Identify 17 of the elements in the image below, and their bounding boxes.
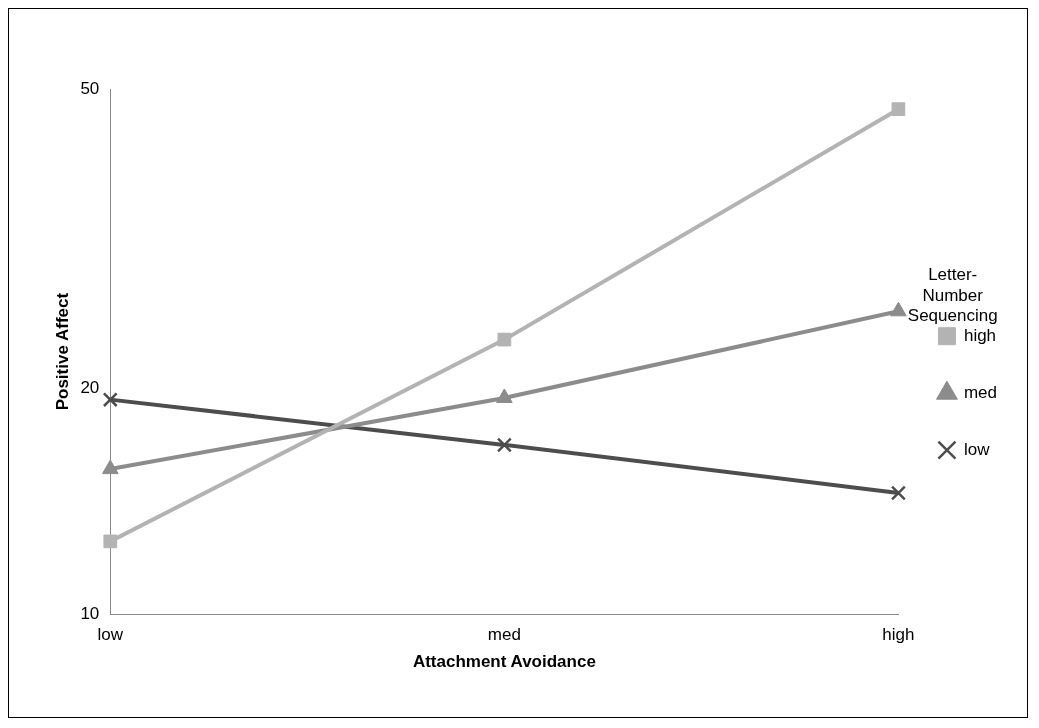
legend-label: high: [963, 325, 997, 345]
y-tick-label: 50: [80, 78, 100, 98]
y-axis-title: Positive Affect: [52, 292, 72, 411]
x-tick-label: med: [487, 625, 521, 645]
x-axis-title: Attachment Avoidance: [412, 652, 596, 672]
point: [102, 392, 118, 408]
x-tick-label: low: [97, 625, 124, 645]
legend-label: med: [963, 382, 998, 402]
point: [891, 102, 906, 117]
point: [496, 437, 512, 453]
x-tick-label: high: [882, 625, 915, 645]
point: [497, 332, 512, 347]
y-tick-label: 20: [80, 377, 100, 397]
legend-label: low: [963, 439, 991, 459]
point: [890, 485, 907, 501]
point: [103, 534, 118, 549]
y-tick-label: 10: [80, 603, 100, 623]
